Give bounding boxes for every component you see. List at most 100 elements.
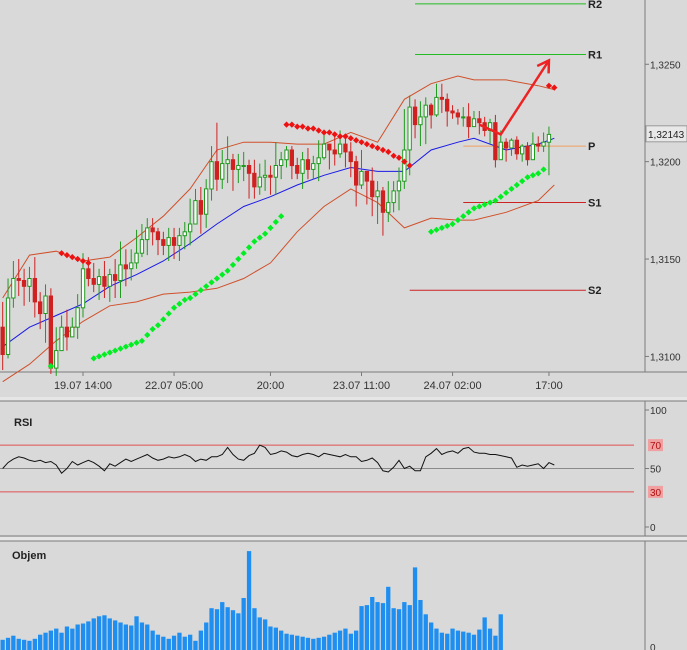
candle-body xyxy=(321,143,327,159)
candle xyxy=(289,146,295,180)
volume-bar xyxy=(482,617,487,650)
rsi-band-label: 70 xyxy=(650,441,662,452)
candle xyxy=(461,107,466,127)
volume-bar xyxy=(311,638,316,650)
price-tick-label: 1,3250 xyxy=(650,60,681,71)
psar-dot-up xyxy=(540,166,547,173)
candle-body xyxy=(295,165,300,174)
volume-bar xyxy=(337,630,343,650)
volume-bar xyxy=(134,616,139,650)
candle xyxy=(279,151,284,180)
rsi-band-label: 30 xyxy=(650,488,662,499)
volume-bar xyxy=(171,635,177,650)
psar-dot-up xyxy=(213,275,221,282)
candle-body xyxy=(364,170,370,182)
volume-bar xyxy=(139,622,145,650)
candle-body xyxy=(11,278,16,299)
candle-body xyxy=(230,159,236,170)
candle xyxy=(220,149,225,189)
psar-dot-up xyxy=(535,170,542,177)
psar-dot-up xyxy=(229,261,237,268)
forecast-arrow-head xyxy=(536,58,551,74)
candle xyxy=(434,83,439,117)
candle xyxy=(241,151,246,182)
volume-bar xyxy=(188,634,193,650)
volume-bar xyxy=(166,638,171,650)
psar-dot-down xyxy=(63,252,71,259)
psar-dot-up xyxy=(144,331,151,339)
candle xyxy=(161,231,166,256)
volume-bar xyxy=(263,619,268,650)
volume-bar xyxy=(107,618,112,650)
candle-body xyxy=(455,112,461,118)
volume-bar xyxy=(327,634,332,650)
volume-tick-label: 0 xyxy=(650,643,656,650)
candle xyxy=(252,159,257,199)
psar-dot-down xyxy=(331,131,338,138)
candle xyxy=(182,222,187,250)
volume-bar xyxy=(477,629,482,650)
psar-dot-up xyxy=(486,199,494,206)
psar-dot-down xyxy=(69,253,76,261)
candle-body xyxy=(262,174,268,178)
volume-bar xyxy=(80,623,86,650)
psar-dot-down xyxy=(288,121,295,128)
volume-bar xyxy=(487,628,493,650)
volume-bar xyxy=(407,605,412,650)
candle xyxy=(145,218,150,256)
candle xyxy=(118,241,123,298)
volume-bar xyxy=(225,607,230,650)
volume-bar xyxy=(295,635,300,650)
volume-bar xyxy=(64,626,70,650)
candle-body xyxy=(370,180,375,198)
psar-dot-down xyxy=(315,127,322,134)
volume-bar xyxy=(43,632,48,650)
candle-body xyxy=(123,264,128,270)
candle-body xyxy=(80,268,86,309)
psar-dot-down xyxy=(299,123,306,130)
psar-dot-down xyxy=(374,144,381,152)
time-tick-label: 19.07 14:00 xyxy=(54,380,112,392)
psar-dot-up xyxy=(128,341,135,348)
candle xyxy=(32,257,38,318)
psar-dot-up xyxy=(272,218,279,226)
rsi-tick-label: 50 xyxy=(650,465,662,476)
candle-body xyxy=(214,161,219,180)
psar-dot-down xyxy=(363,141,370,148)
candle xyxy=(439,83,445,113)
price-tick-label: 1,3200 xyxy=(650,158,681,169)
psar-dot-down xyxy=(326,129,333,136)
candle xyxy=(295,157,300,180)
volume-bar xyxy=(445,633,450,650)
candle xyxy=(386,181,391,223)
volume-bar xyxy=(257,617,262,650)
psar-dot-up xyxy=(224,267,231,274)
candle-body xyxy=(96,276,102,285)
psar-dot-up xyxy=(465,209,472,216)
candle-body xyxy=(204,188,209,215)
candle-body xyxy=(289,149,295,167)
rsi-band-badge xyxy=(648,485,663,498)
candle xyxy=(487,118,493,145)
candle xyxy=(546,126,552,176)
psar-dot-up xyxy=(101,351,108,358)
psar-dot-up xyxy=(497,193,504,200)
candle-body xyxy=(434,96,439,116)
indicator-lines xyxy=(2,75,555,383)
volume-bar xyxy=(434,628,439,650)
volume-bar xyxy=(439,632,444,650)
candle-body xyxy=(166,237,171,246)
candle-body xyxy=(236,165,241,170)
candle-body xyxy=(64,326,70,338)
psar-dot-down xyxy=(79,257,87,265)
volume-bar xyxy=(0,639,5,650)
time-tick-label: 17:00 xyxy=(535,380,563,392)
candle xyxy=(396,167,402,211)
candle xyxy=(412,99,418,139)
candle-body xyxy=(59,326,64,352)
psar-dot-up xyxy=(197,287,204,294)
time-tick-label: 24.07 02:00 xyxy=(423,380,481,392)
psar-dot-up xyxy=(278,213,285,220)
psar-dot-up xyxy=(444,222,451,230)
psar-dot-down xyxy=(390,152,397,159)
